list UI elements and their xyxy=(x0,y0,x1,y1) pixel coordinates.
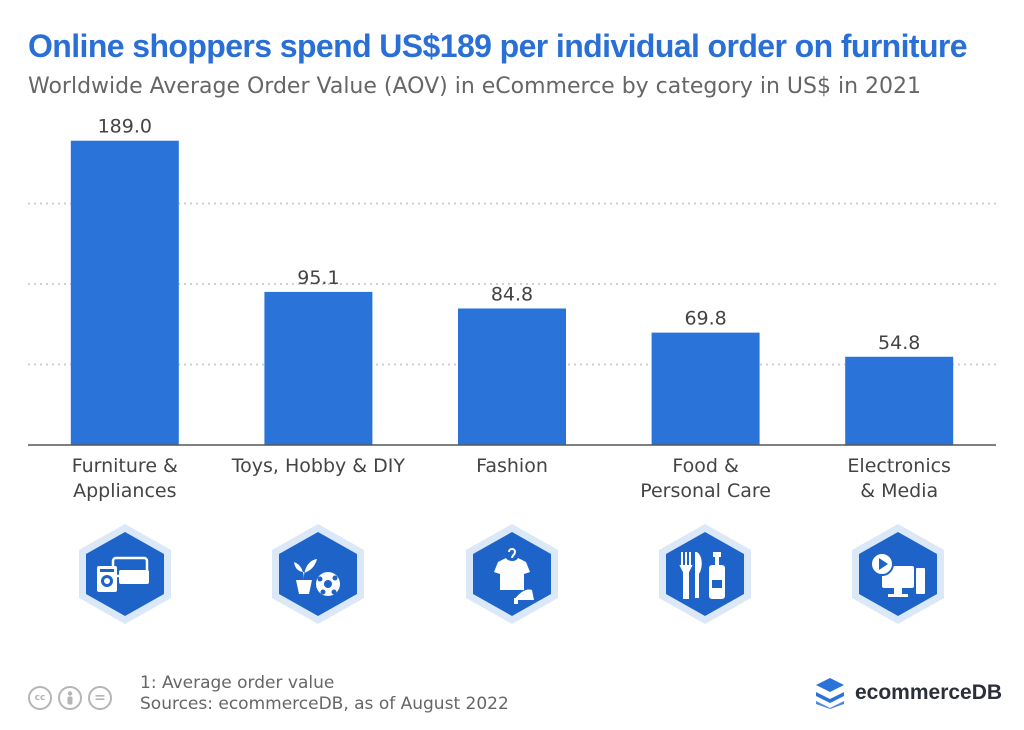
bar xyxy=(845,356,954,445)
category-label: Furniture & xyxy=(72,455,178,477)
category-label: Appliances xyxy=(73,480,176,502)
category-label: Food & xyxy=(672,455,739,477)
bar xyxy=(651,332,760,445)
category-label: & Media xyxy=(860,480,938,502)
no-derivatives-icon: = xyxy=(88,686,112,710)
footnotes: 1: Average order value Sources: ecommerc… xyxy=(140,673,509,715)
brand-logo[interactable]: ecommerceDB xyxy=(815,677,1002,709)
license-icons: cc = xyxy=(28,686,112,710)
category-label: Personal Care xyxy=(640,480,771,502)
electronics-media-icon xyxy=(848,522,948,626)
footnote: 1: Average order value xyxy=(140,673,335,693)
data-label: 54.8 xyxy=(878,332,920,354)
toys-hobby-diy-icon xyxy=(268,522,368,626)
brand-name: ecommerceDB xyxy=(855,681,1003,704)
bar xyxy=(458,308,566,445)
data-label: 95.1 xyxy=(297,267,339,289)
data-label: 84.8 xyxy=(491,283,533,305)
chart-title: Online shoppers spend US$189 per individ… xyxy=(28,28,968,64)
food-personal-care-icon xyxy=(655,522,755,626)
data-label: 189.0 xyxy=(98,116,152,138)
data-label: 69.8 xyxy=(684,308,726,330)
bar xyxy=(70,140,179,445)
bar-chart: 189.0 Furniture & Appliances 95.1 Toys, Hobb… xyxy=(28,116,996,502)
ecommercedb-logo-icon xyxy=(816,678,844,709)
furniture-appliances-icon xyxy=(75,522,175,626)
chart-subtitle: Worldwide Average Order Value (AOV) in e… xyxy=(28,74,922,99)
category-label: Electronics xyxy=(847,455,951,477)
bar xyxy=(264,291,373,445)
attribution-icon xyxy=(58,686,82,710)
category-label: Fashion xyxy=(476,455,548,477)
creative-commons-icon: cc xyxy=(28,686,52,710)
fashion-icon xyxy=(462,522,562,626)
sources: Sources: ecommerceDB, as of August 2022 xyxy=(140,694,509,714)
category-label: Toys, Hobby & DIY xyxy=(231,455,406,477)
